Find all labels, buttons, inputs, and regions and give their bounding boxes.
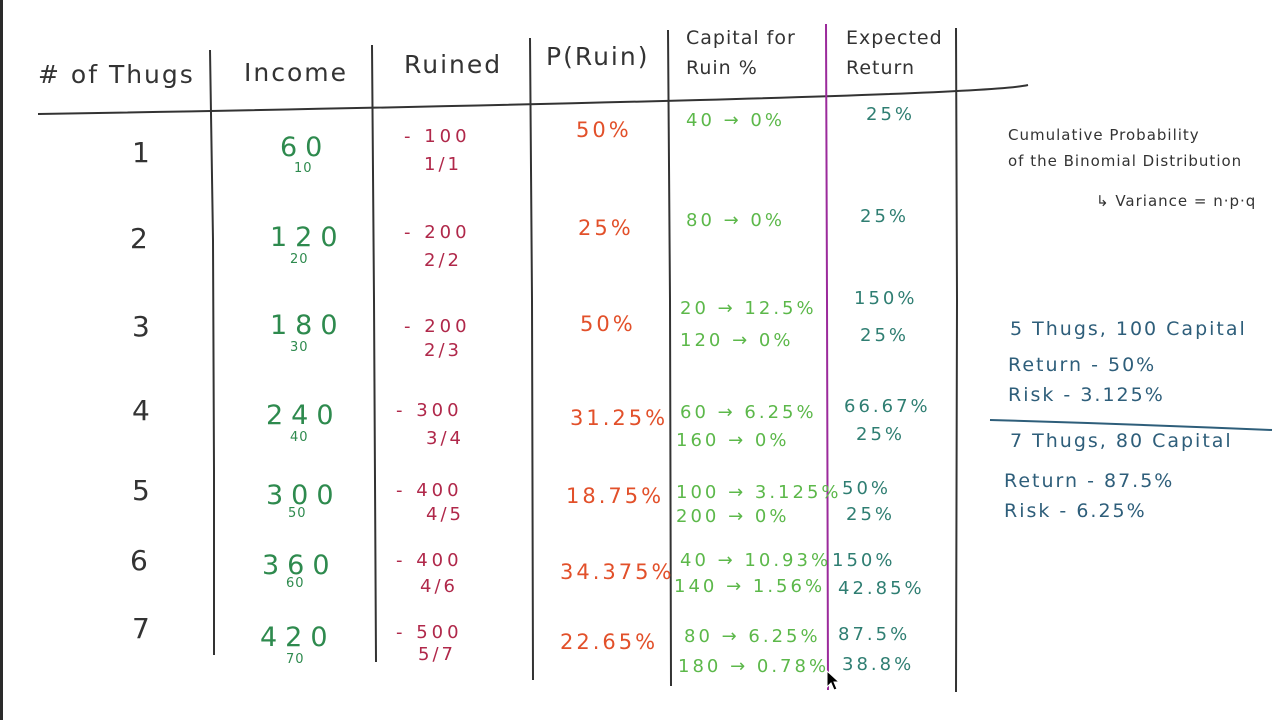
row-ruined: - 100 <box>404 126 471 147</box>
row-return: 25% <box>860 206 910 227</box>
row-return-1: 150% <box>854 288 918 309</box>
row-income: 300 <box>266 480 342 511</box>
row-ruined-frac: 3/4 <box>426 428 464 449</box>
row-return-1: 150% <box>832 550 896 571</box>
row-income-sub: 50 <box>288 506 307 521</box>
row-p-ruin: 50% <box>580 312 636 336</box>
row-p-ruin: 18.75% <box>566 484 665 508</box>
row-thugs: 7 <box>132 612 150 645</box>
row-capital-2: 160 → 0% <box>676 430 790 451</box>
row-income: 60 <box>280 132 331 163</box>
header-capital-line2: Ruin % <box>686 57 758 79</box>
row-ruined-frac: 2/3 <box>424 340 462 361</box>
row-return-1: 87.5% <box>838 624 911 645</box>
row-ruined: - 200 <box>404 222 471 243</box>
row-p-ruin: 31.25% <box>570 406 669 430</box>
row-thugs: 2 <box>130 222 148 255</box>
row-thugs: 4 <box>132 394 150 427</box>
row-thugs: 1 <box>132 136 150 169</box>
scenario-1-risk: Risk - 3.125% <box>1008 384 1165 406</box>
row-income-sub: 70 <box>286 652 305 667</box>
row-p-ruin: 25% <box>578 216 634 240</box>
note-binomial: of the Binomial Distribution <box>1008 152 1243 170</box>
header-thugs: # of Thugs <box>38 60 195 89</box>
row-ruined-frac: 1/1 <box>424 154 462 175</box>
row-ruined-frac: 4/5 <box>426 504 464 525</box>
scenario-2-return: Return - 87.5% <box>1004 470 1175 492</box>
row-ruined: - 400 <box>396 480 463 501</box>
row-return-2: 25% <box>846 504 896 525</box>
row-p-ruin: 22.65% <box>560 630 659 654</box>
header-ruined: Ruined <box>404 50 503 79</box>
row-return-2: 25% <box>856 424 906 445</box>
row-return-2: 42.85% <box>838 578 925 599</box>
row-capital: 80 → 0% <box>686 210 785 231</box>
row-p-ruin: 34.375% <box>560 560 675 584</box>
header-p-ruin: P(Ruin) <box>546 42 650 71</box>
header-income: Income <box>244 58 348 87</box>
row-capital-2: 140 → 1.56% <box>674 576 826 597</box>
row-p-ruin: 50% <box>576 118 632 142</box>
row-capital-1: 60 → 6.25% <box>680 402 817 423</box>
row-ruined-frac: 5/7 <box>418 644 456 665</box>
row-ruined: - 300 <box>396 400 463 421</box>
scenario-2-risk: Risk - 6.25% <box>1004 500 1147 522</box>
row-capital-1: 100 → 3.125% <box>676 482 842 503</box>
row-thugs: 6 <box>130 544 148 577</box>
row-income-sub: 10 <box>294 161 313 176</box>
row-income: 180 <box>270 310 346 341</box>
row-return-1: 50% <box>842 478 892 499</box>
row-ruined-frac: 2/2 <box>424 250 462 271</box>
row-capital-2: 120 → 0% <box>680 330 794 351</box>
row-income: 120 <box>270 222 346 253</box>
scenario-1-title: 5 Thugs, 100 Capital <box>1010 318 1247 340</box>
row-income: 360 <box>262 550 338 581</box>
window-edge <box>0 0 3 720</box>
mouse-cursor-icon <box>826 670 840 691</box>
scenario-2-title: 7 Thugs, 80 Capital <box>1010 430 1233 452</box>
header-return-line1: Expected <box>846 27 943 49</box>
row-return-2: 25% <box>860 325 910 346</box>
row-capital-2: 180 → 0.78% <box>678 656 830 677</box>
row-income-sub: 60 <box>286 576 305 591</box>
row-income-sub: 30 <box>290 340 309 355</box>
row-income-sub: 40 <box>290 430 309 445</box>
row-return: 25% <box>866 104 916 125</box>
row-thugs: 5 <box>132 474 150 507</box>
row-capital-1: 40 → 10.93% <box>680 550 832 571</box>
row-income: 240 <box>266 400 342 431</box>
row-capital-1: 20 → 12.5% <box>680 298 817 319</box>
row-ruined: - 500 <box>396 622 463 643</box>
note-cumulative: Cumulative Probability <box>1008 126 1200 144</box>
header-return-line2: Return <box>846 57 916 79</box>
header-capital-line1: Capital for <box>686 27 796 49</box>
row-capital-2: 200 → 0% <box>676 506 790 527</box>
row-capital-1: 80 → 6.25% <box>684 626 821 647</box>
row-ruined: - 400 <box>396 550 463 571</box>
row-return-1: 66.67% <box>844 396 931 417</box>
row-thugs: 3 <box>132 310 150 343</box>
note-variance: ↳ Variance = n·p·q <box>1096 192 1257 210</box>
row-income: 420 <box>260 622 336 653</box>
row-ruined: - 200 <box>404 316 471 337</box>
row-capital: 40 → 0% <box>686 110 785 131</box>
row-return-2: 38.8% <box>842 654 915 675</box>
scenario-1-return: Return - 50% <box>1008 354 1157 376</box>
row-income-sub: 20 <box>290 252 309 267</box>
row-ruined-frac: 4/6 <box>420 576 458 597</box>
